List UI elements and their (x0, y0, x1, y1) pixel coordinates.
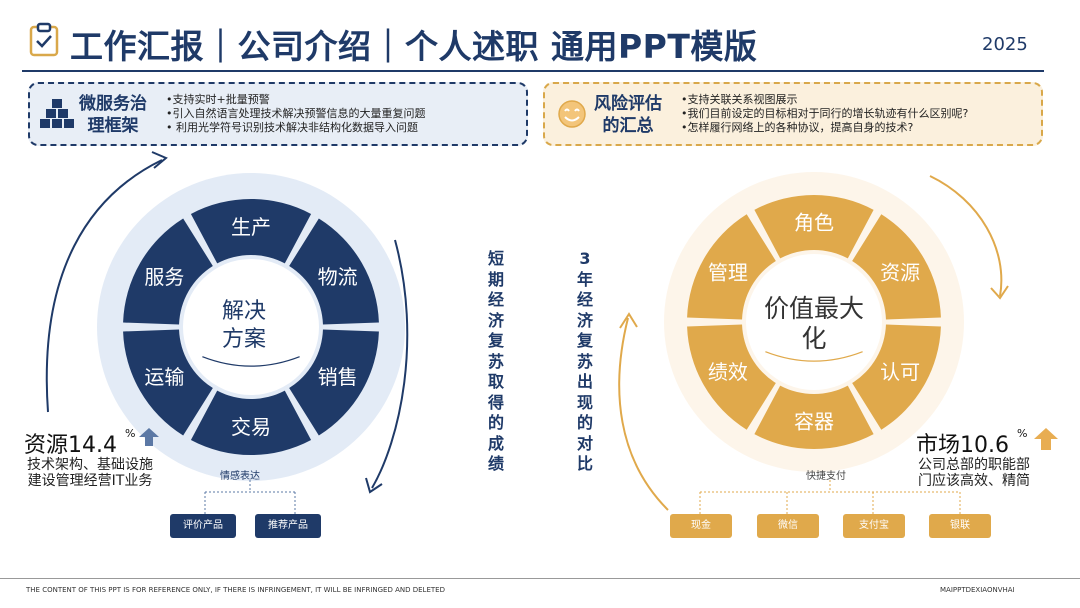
left-stat: 资源14.4% (24, 427, 135, 459)
box-line: •支持关联关系视图展示 (681, 93, 798, 106)
right-caption: 快捷支付 (806, 471, 846, 482)
page-title: 工作汇报｜公司介绍｜个人述职 通用PPT模版 (70, 27, 758, 66)
wheel-segment-label: 生产 (231, 215, 271, 239)
microservice-framework-box: 微服务治理框架 •支持实时+批量预警 •引入自然语言处理技术解决预警信息的大量重… (28, 82, 528, 146)
wheel-segment (190, 199, 312, 264)
wheel-segment-label: 交易 (231, 415, 271, 439)
box-lines: •支持实时+批量预警 •引入自然语言处理技术解决预警信息的大量重复问题 • 利用… (166, 93, 501, 135)
wheel-segment (123, 329, 213, 436)
box-line: • 利用光学符号识别技术解决非结构化数据导入问题 (166, 121, 418, 134)
smiley-icon (558, 100, 586, 128)
wheel-segment-label: 销售 (318, 365, 358, 389)
evaluate-product-button[interactable]: 评价产品 (170, 514, 236, 538)
wheel-segment-label: 服务 (144, 265, 184, 289)
footer-divider (0, 578, 1080, 579)
wheel-center-text: 价值最大化 (764, 294, 864, 354)
right-connector (699, 480, 961, 514)
wheel-segment-label: 绩效 (708, 360, 748, 384)
wheel-segment-label: 资源 (880, 260, 920, 284)
left-caption: 情感表达 (220, 471, 260, 482)
wheel-segment (687, 324, 776, 430)
box-title: 微服务治理框架 (79, 94, 147, 136)
stat-label: 市场10.6 (916, 433, 1009, 458)
wheel-segment (190, 390, 312, 455)
right-stat: 市场10.6% (916, 427, 1027, 459)
stat-unit: % (1017, 427, 1028, 440)
wheel-segment-label: 认可 (880, 360, 920, 384)
wheel-inner-arc (202, 356, 300, 367)
wheel-segment-label: 运输 (144, 365, 184, 389)
footer-disclaimer: THE CONTENT OF THIS PPT IS FOR REFERENCE… (26, 586, 445, 594)
clipboard-icon (29, 22, 59, 57)
box-line: •引入自然语言处理技术解决预警信息的大量重复问题 (166, 107, 426, 120)
wheel-segment (852, 214, 941, 320)
box-lines: •支持关联关系视图展示 •我们目前设定的目标相对于同行的增长轨迹有什么区别呢? … (681, 93, 1016, 135)
stat-unit: % (125, 427, 136, 440)
recommend-product-button[interactable]: 推荐产品 (255, 514, 321, 538)
vertical-caption-left: 短期经济复苏取得的成绩 (487, 249, 504, 473)
wheel-segment (289, 218, 379, 325)
wheel-center-text: 解决方案 (222, 298, 266, 408)
alipay-button[interactable]: 支付宝 (843, 514, 905, 538)
wheel-center-label: 解决方案 (222, 299, 266, 352)
wheel-segment (687, 214, 776, 320)
box-line: •怎样履行网络上的各种协议，提高自身的技术? (681, 121, 914, 134)
wheel-segment (289, 329, 379, 436)
wheel-segment-label: 管理 (708, 260, 748, 284)
box-line: •支持实时+批量预警 (166, 93, 270, 106)
left-stat-desc: 技术架构、基础设施建设管理经营IT业务 (27, 457, 153, 489)
left-connector (204, 480, 296, 514)
stacked-blocks-icon (40, 99, 74, 128)
risk-summary-box: 风险评估的汇总 •支持关联关系视图展示 •我们目前设定的目标相对于同行的增长轨迹… (543, 82, 1043, 146)
arrow-up-icon (1034, 428, 1058, 450)
wheel-segment (123, 218, 213, 325)
wheel-segment (852, 324, 941, 430)
unionpay-button[interactable]: 银联 (929, 514, 991, 538)
year-label: 2025 (982, 34, 1028, 55)
wheel-segment-label: 容器 (794, 410, 834, 434)
cash-button[interactable]: 现金 (670, 514, 732, 538)
footer-brand: MAIPPTDEXIAONVHAI (940, 586, 1015, 594)
wechat-button[interactable]: 微信 (757, 514, 819, 538)
vertical-caption-right: 3年经济复苏出现的对比 (576, 249, 593, 473)
wheel-inner-arc (765, 351, 863, 362)
wheel-segment-label: 角色 (794, 211, 834, 235)
wheel-center-label: 价值最大化 (764, 294, 865, 353)
arrow-up-icon (139, 428, 159, 446)
box-line: •我们目前设定的目标相对于同行的增长轨迹有什么区别呢? (681, 107, 969, 120)
wheel-segment (754, 195, 874, 259)
wheel-segment-label: 物流 (318, 265, 358, 289)
stat-label: 资源14.4 (24, 433, 117, 458)
right-stat-desc: 公司总部的职能部门应该高效、精简 (918, 457, 1030, 489)
wheel-segment (754, 385, 874, 449)
title-divider (22, 70, 1044, 72)
box-title: 风险评估的汇总 (594, 94, 662, 136)
